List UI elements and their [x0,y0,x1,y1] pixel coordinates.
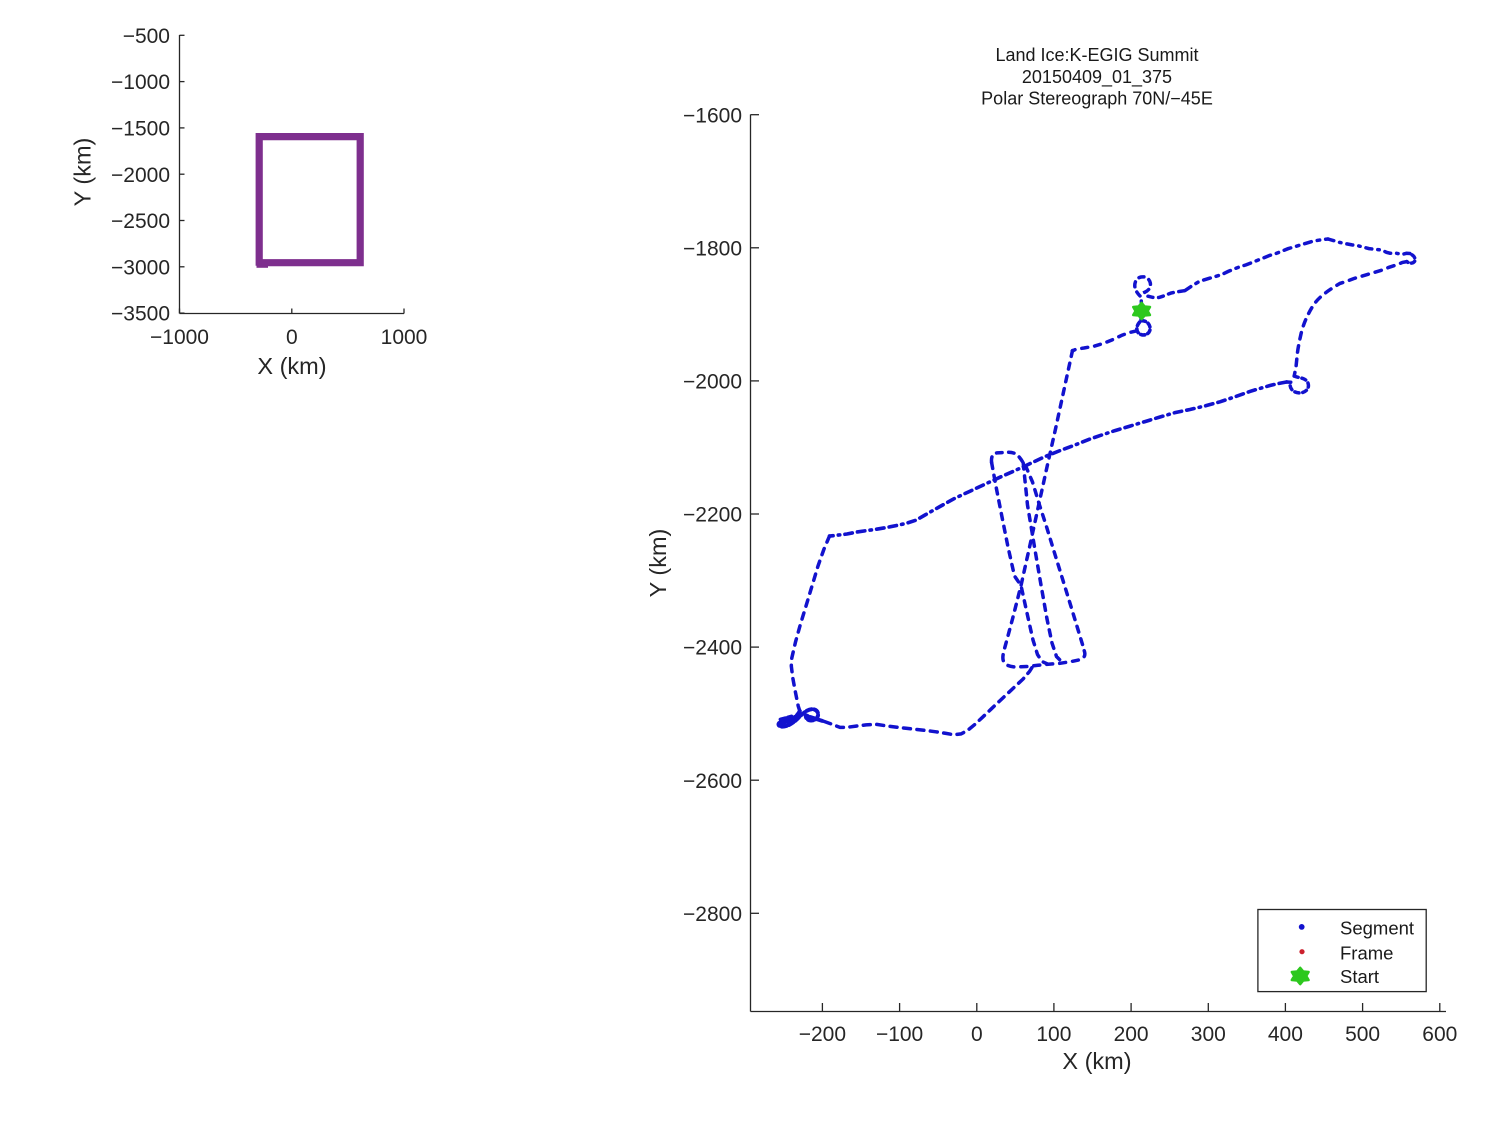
svg-text:Polar Stereograph 70N/−45E: Polar Stereograph 70N/−45E [981,89,1213,109]
svg-text:200: 200 [1114,1023,1149,1046]
svg-text:−2200: −2200 [683,504,742,527]
svg-text:X (km): X (km) [1062,1048,1131,1074]
svg-text:Frame: Frame [1340,942,1393,963]
svg-text:100: 100 [1036,1023,1071,1046]
svg-text:−2000: −2000 [683,371,742,394]
svg-text:−2000: −2000 [111,164,170,187]
svg-text:Land Ice:K-EGIG Summit: Land Ice:K-EGIG Summit [995,45,1198,65]
svg-text:600: 600 [1422,1023,1457,1046]
svg-text:−3500: −3500 [111,303,170,326]
svg-text:−500: −500 [123,25,170,48]
svg-text:500: 500 [1345,1023,1380,1046]
svg-text:−1600: −1600 [683,104,742,127]
svg-text:−1000: −1000 [111,71,170,94]
svg-text:400: 400 [1268,1023,1303,1046]
svg-text:−3000: −3000 [111,256,170,279]
svg-text:−200: −200 [799,1023,846,1046]
svg-text:−2500: −2500 [111,210,170,233]
svg-text:Y (km): Y (km) [70,138,96,207]
svg-text:20150409_01_375: 20150409_01_375 [1022,67,1172,88]
svg-text:−1800: −1800 [683,237,742,260]
svg-text:−1000: −1000 [150,326,209,349]
svg-text:300: 300 [1191,1023,1226,1046]
svg-text:Start: Start [1340,966,1379,987]
svg-text:Y (km): Y (km) [645,529,671,598]
svg-text:0: 0 [971,1023,983,1046]
svg-text:Segment: Segment [1340,917,1414,938]
svg-text:0: 0 [286,326,298,349]
svg-text:−1500: −1500 [111,118,170,141]
svg-text:1000: 1000 [381,326,428,349]
svg-text:−2600: −2600 [683,770,742,793]
svg-text:X (km): X (km) [257,353,326,379]
svg-text:−100: −100 [876,1023,923,1046]
svg-text:−2400: −2400 [683,637,742,660]
svg-text:−2800: −2800 [683,903,742,926]
